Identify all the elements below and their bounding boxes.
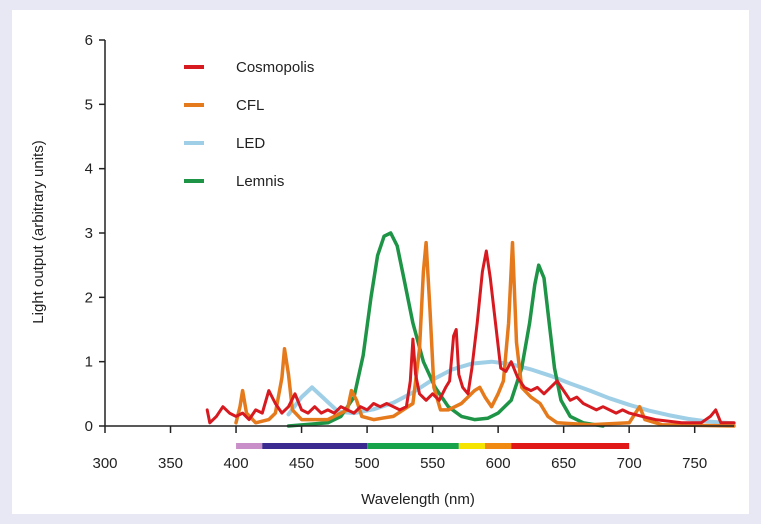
spectrum-band: [485, 443, 512, 449]
legend: Cosmopolis CFL LED Lemnis: [184, 59, 314, 190]
y-tick-label: 4: [85, 161, 93, 178]
legend-label-cfl: CFL: [236, 97, 264, 114]
axes: 0 1 2 3 4 5 6 300 350 400 450 500 550 600 650 700 750: [85, 32, 734, 472]
y-tick-label: 1: [85, 354, 93, 371]
x-tick-label: 650: [551, 455, 576, 472]
chart-panel: 0 1 2 3 4 5 6 300 350 400 450 500 550 600 650 700 750 Co…: [12, 10, 749, 514]
spectrum-chart: 0 1 2 3 4 5 6 300 350 400 450 500 550 600 650 700 750 Co…: [30, 32, 736, 508]
y-tick-label: 5: [85, 96, 93, 113]
series-line-cosmopolis: [205, 249, 736, 425]
y-tick-label: 2: [85, 289, 93, 306]
legend-label-led: LED: [236, 135, 265, 152]
x-tick-label: 450: [289, 455, 314, 472]
x-tick-label: 700: [617, 455, 642, 472]
series-line-cfl: [234, 240, 736, 428]
legend-label-cosmopolis: Cosmopolis: [236, 59, 314, 76]
x-axis-title: Wavelength (nm): [361, 491, 475, 508]
x-tick-label: 750: [682, 455, 707, 472]
series-line-lemnis: [286, 231, 605, 428]
x-tick-label: 600: [486, 455, 511, 472]
legend-label-lemnis: Lemnis: [236, 173, 284, 190]
x-tick-label: 400: [224, 455, 249, 472]
visible-spectrum-bar: [236, 443, 630, 449]
plot-lines: [205, 231, 736, 428]
x-tick-label: 550: [420, 455, 445, 472]
series-line-led: [286, 359, 736, 426]
y-tick-label: 0: [85, 418, 93, 435]
y-tick-label: 3: [85, 225, 93, 242]
spectrum-band: [262, 443, 368, 449]
x-tick-label: 500: [355, 455, 380, 472]
spectrum-band: [458, 443, 486, 449]
y-axis-title: Light output (arbitrary units): [30, 140, 47, 323]
x-tick-label: 300: [92, 455, 117, 472]
spectrum-band: [236, 443, 263, 449]
y-tick-label: 6: [85, 32, 93, 49]
x-tick-label: 350: [158, 455, 183, 472]
spectrum-band: [511, 443, 630, 449]
spectrum-band: [367, 443, 459, 449]
